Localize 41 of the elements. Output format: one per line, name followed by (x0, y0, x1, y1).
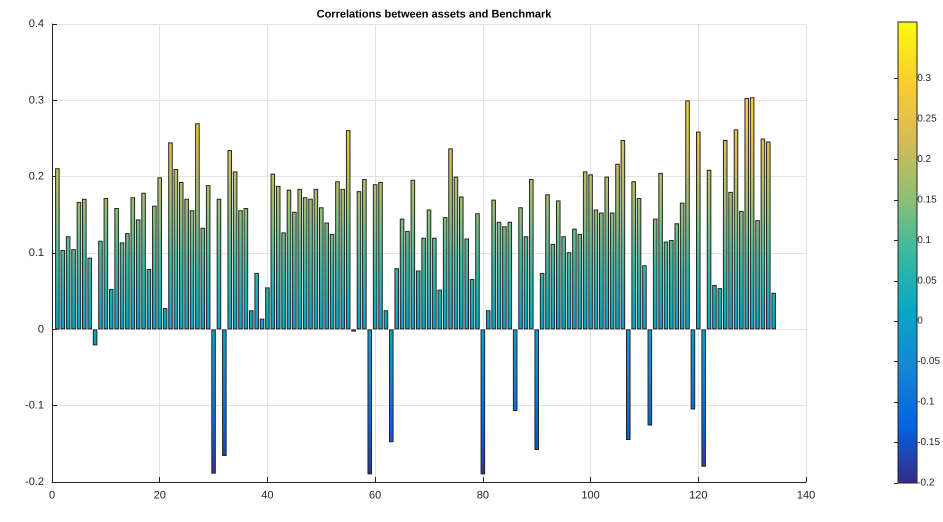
x-tick-label: 140 (796, 490, 816, 502)
color-bar-label: 0.15 (917, 194, 938, 206)
bar (534, 329, 540, 450)
color-bar-label: -0.15 (917, 437, 940, 448)
bar (211, 329, 216, 474)
x-tick-label: 60 (369, 490, 382, 502)
color-bar-label: 0.05 (917, 275, 938, 286)
y-tick-label: 0.1 (28, 247, 44, 259)
x-tick-label: 40 (261, 490, 274, 502)
color-bar-label: 0.1 (917, 234, 932, 246)
x-tick-label: 120 (689, 490, 708, 502)
color-bar-label: 0.25 (917, 114, 938, 125)
bar (222, 329, 227, 456)
y-tick-label: 0.4 (28, 18, 44, 30)
x-tick-label: 20 (154, 490, 166, 502)
bar (367, 329, 372, 474)
y-tick-label: 0.3 (28, 94, 44, 106)
bar (690, 329, 696, 410)
bar (648, 329, 652, 426)
color-bar-label: 0 (917, 316, 924, 327)
bar (480, 329, 486, 474)
bar (626, 329, 631, 440)
bar (216, 198, 222, 330)
y-tick-label: -0.2 (25, 476, 44, 488)
y-tick-label: -0.1 (25, 400, 44, 412)
y-tick-label: 0.2 (28, 170, 44, 183)
bar (92, 329, 98, 346)
x-tick-label: 80 (476, 490, 489, 502)
bar (701, 329, 706, 467)
color-bar-label: -0.2 (917, 478, 935, 488)
x-tick-label: 100 (581, 490, 600, 502)
bar (696, 132, 701, 330)
color-bar-label: -0.05 (917, 356, 940, 368)
bar (512, 329, 518, 412)
x-tick-label: 0 (48, 490, 56, 502)
color-bar-label: -0.1 (917, 396, 935, 408)
chart-title: Correlations between assets and Benchmark (316, 8, 552, 20)
color-bar-label: 0.2 (917, 154, 932, 165)
y-tick-label: 0 (38, 323, 44, 336)
bar (389, 329, 394, 442)
color-bar-label: 0.3 (917, 73, 932, 84)
